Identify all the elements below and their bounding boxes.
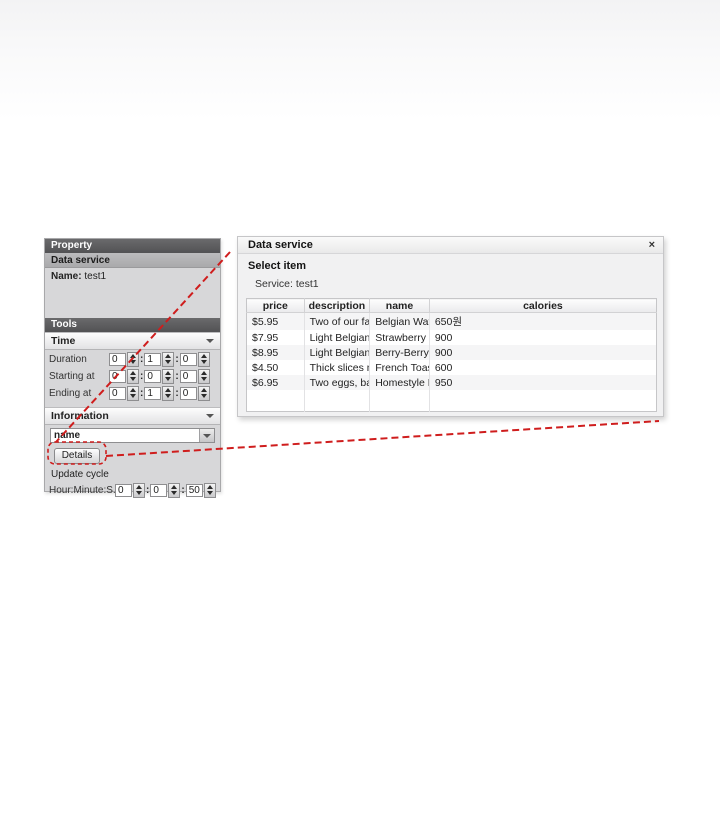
time-section-header[interactable]: Time [45, 332, 220, 350]
cycle-minutes-field[interactable]: 0 [150, 483, 168, 497]
table-row[interactable]: $4.50 Thick slices ma French Toast 600 [246, 360, 657, 375]
property-panel-subheader: Data service [45, 253, 220, 268]
chevron-down-icon [206, 414, 214, 418]
cell-price[interactable]: $6.95 [246, 375, 305, 390]
spinner-icon[interactable] [197, 368, 210, 384]
service-name-row: Name: test1 [45, 268, 220, 285]
close-icon[interactable]: × [648, 239, 655, 251]
starting-at-row: Starting at 0 : 0 : 0 [45, 368, 220, 384]
cell-calories[interactable]: 900 [429, 345, 657, 360]
table-row[interactable]: $7.95 Light Belgian v Strawberry Be 900 [246, 330, 657, 345]
column-header-calories[interactable]: calories [428, 298, 657, 313]
spinner-icon[interactable] [127, 385, 139, 401]
cell-price[interactable]: $4.50 [246, 360, 305, 375]
spinner-icon[interactable] [162, 351, 175, 367]
colon-separator: : [181, 484, 185, 496]
details-button[interactable]: Details [54, 448, 100, 464]
colon-separator: : [146, 484, 150, 496]
dropdown-selected-value: name [54, 430, 81, 441]
colon-separator: : [140, 370, 144, 382]
table-row[interactable]: $6.95 Two eggs, bac Homestyle Bre 950 [246, 375, 657, 390]
table-empty-row [246, 390, 657, 411]
duration-label: Duration [49, 353, 87, 365]
dialog-titlebar[interactable]: Data service × [238, 237, 663, 254]
cell-name[interactable]: Berry-Berry Be [369, 345, 430, 360]
cell-calories[interactable]: 900 [434, 331, 453, 344]
dialog-subtitle: Select item [248, 260, 307, 272]
starting-at-label: Starting at [49, 370, 95, 382]
chevron-down-icon [203, 433, 211, 438]
cell-name[interactable]: Belgian Waffle [369, 312, 430, 330]
spinner-icon[interactable] [162, 385, 175, 401]
colon-separator: : [140, 387, 144, 399]
cell-description[interactable]: Two eggs, bac [304, 375, 371, 390]
cell-calories[interactable]: 650원 [429, 312, 657, 330]
name-label: Name: [51, 271, 82, 282]
starting-minutes-field[interactable]: 0 [144, 369, 162, 383]
starting-hours-field[interactable]: 0 [109, 369, 126, 383]
column-header-name[interactable]: name [369, 298, 430, 313]
duration-minutes-field[interactable]: 1 [144, 352, 162, 366]
duration-seconds-field[interactable]: 0 [179, 352, 197, 366]
cell-description[interactable]: Thick slices ma [304, 360, 371, 375]
ending-at-label: Ending at [49, 387, 92, 399]
cell-price[interactable]: $5.95 [246, 312, 305, 330]
cell-price[interactable]: $7.95 [246, 330, 305, 345]
information-section-label: Information [51, 409, 109, 422]
cycle-hours-field[interactable]: 0 [115, 483, 132, 497]
spinner-icon[interactable] [133, 482, 145, 498]
colon-separator: : [175, 370, 179, 382]
table-row[interactable]: $5.95 Two of our fam Belgian Waffle 650원 [246, 312, 657, 330]
ending-minutes-field[interactable]: 1 [144, 386, 162, 400]
property-panel-header: Property [45, 239, 220, 253]
dialog-title: Data service [248, 239, 313, 251]
cell-name[interactable]: French Toast [369, 360, 430, 375]
duration-hours-field[interactable]: 0 [109, 352, 126, 366]
table-row[interactable]: $8.95 Light Belgian v Berry-Berry Be 900 [246, 345, 657, 360]
column-header-description[interactable]: description [303, 298, 371, 313]
ending-hours-field[interactable]: 0 [109, 386, 126, 400]
cycle-label: Hour:Minute:S... [49, 484, 115, 496]
column-header-price[interactable]: price [246, 298, 305, 313]
update-cycle-row: Hour:Minute:S... 0 : 0 : 50 [45, 482, 220, 498]
colon-separator: : [175, 387, 179, 399]
duration-row: Duration 0 : 1 : 0 [45, 351, 220, 367]
spinner-icon[interactable] [197, 385, 210, 401]
colon-separator: : [175, 353, 179, 365]
information-dropdown[interactable]: name [50, 428, 215, 443]
starting-seconds-field[interactable]: 0 [179, 369, 197, 383]
data-service-dialog: Data service × Select item Service: test… [237, 236, 664, 417]
spinner-icon[interactable] [203, 482, 216, 498]
information-section-header[interactable]: Information [45, 407, 220, 425]
name-value: test1 [84, 271, 107, 282]
spinner-icon[interactable] [197, 351, 210, 367]
spinner-icon[interactable] [162, 368, 175, 384]
page-top-gradient [0, 0, 720, 120]
cell-description[interactable]: Light Belgian v [304, 330, 371, 345]
colon-separator: : [140, 353, 144, 365]
time-section-label: Time [51, 334, 76, 347]
cell-description[interactable]: Two of our fam [304, 312, 371, 330]
cycle-seconds-field[interactable]: 50 [185, 483, 203, 497]
cell-name[interactable]: Strawberry Be [369, 330, 430, 345]
ending-seconds-field[interactable]: 0 [179, 386, 197, 400]
spinner-icon[interactable] [127, 351, 139, 367]
update-cycle-label: Update cycle [51, 469, 109, 480]
cell-calories[interactable]: 600 [434, 361, 453, 374]
cell-description[interactable]: Light Belgian v [304, 345, 371, 360]
ending-at-row: Ending at 0 : 1 : 0 [45, 385, 220, 401]
cell-calories[interactable]: 950 [429, 375, 657, 390]
chevron-down-icon [206, 339, 214, 343]
tools-header: Tools [45, 318, 220, 332]
spinner-icon[interactable] [168, 482, 181, 498]
cell-price[interactable]: $8.95 [246, 345, 305, 360]
property-panel: Property Data service Name: test1 Tools … [44, 238, 221, 498]
cell-name[interactable]: Homestyle Bre [369, 375, 430, 390]
spinner-icon[interactable] [127, 368, 139, 384]
table-header-row: price description name calories [246, 298, 657, 313]
panel-spacer [45, 285, 220, 318]
dropdown-arrow-button[interactable] [199, 429, 214, 442]
service-line: Service: test1 [255, 278, 319, 290]
items-table: price description name calories $5.95 Tw… [246, 298, 657, 412]
